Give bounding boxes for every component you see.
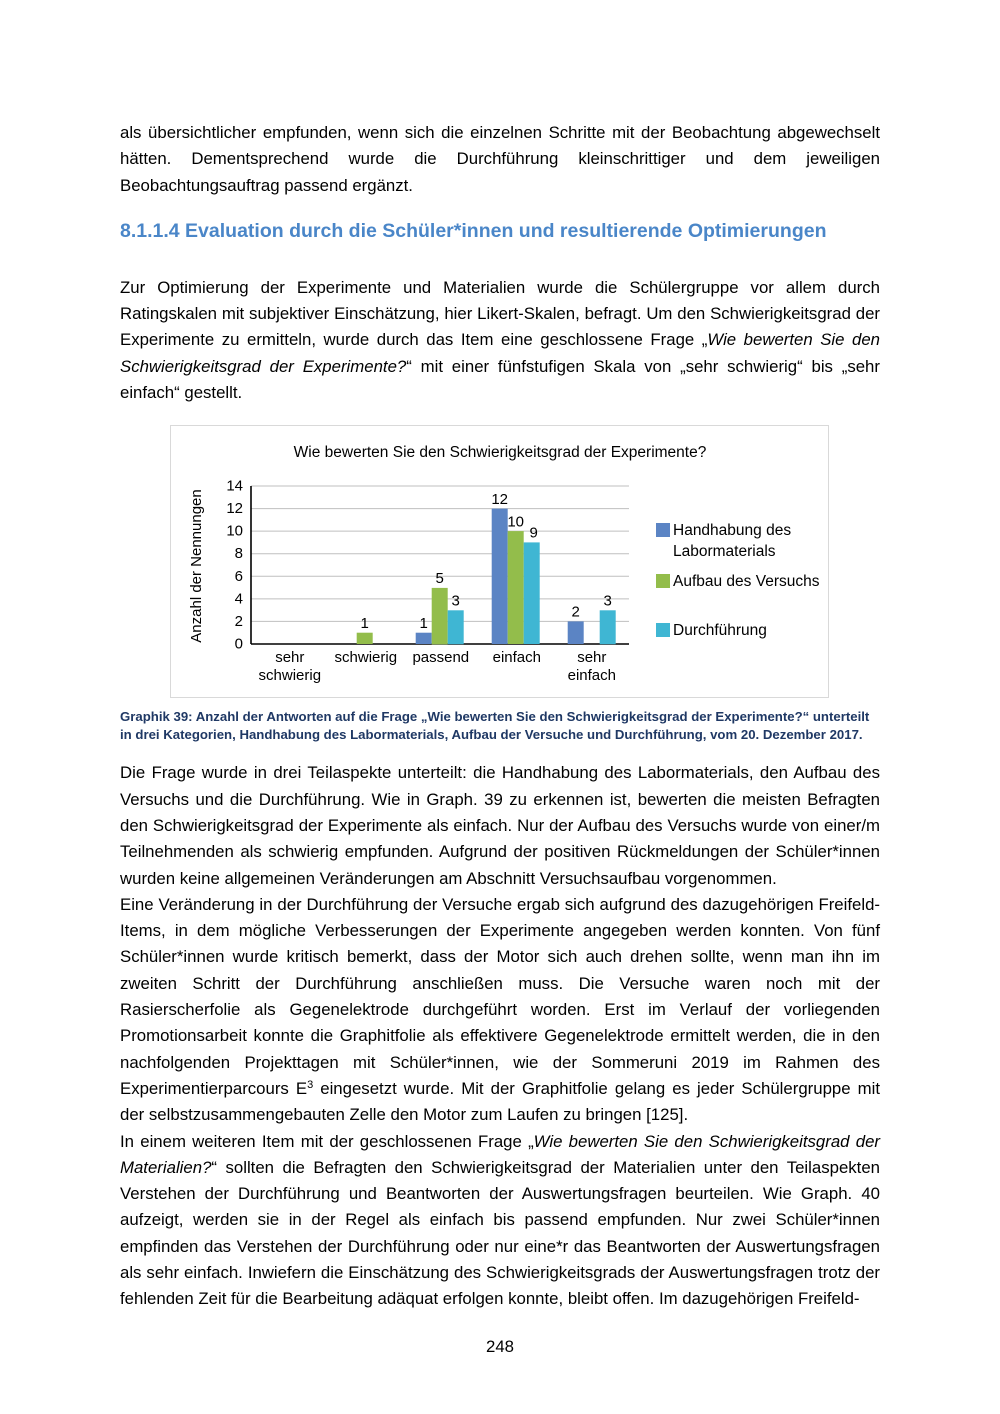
svg-text:8: 8 (235, 546, 243, 563)
svg-text:12: 12 (226, 500, 243, 517)
svg-text:Wie bewerten Sie den Schwierig: Wie bewerten Sie den Schwierigkeitsgrad … (294, 444, 707, 461)
svg-text:6: 6 (235, 568, 243, 585)
svg-text:14: 14 (226, 478, 243, 495)
svg-text:Handhabung des: Handhabung des (673, 522, 791, 539)
svg-text:0: 0 (235, 636, 243, 653)
svg-text:5: 5 (436, 570, 444, 587)
svg-text:3: 3 (452, 593, 460, 610)
svg-text:12: 12 (491, 491, 508, 508)
svg-text:schwierig: schwierig (335, 649, 398, 666)
svg-text:10: 10 (226, 523, 243, 540)
svg-text:sehr: sehr (275, 649, 304, 666)
svg-text:1: 1 (361, 615, 369, 632)
svg-text:sehr: sehr (577, 649, 606, 666)
svg-text:10: 10 (507, 514, 524, 531)
svg-text:4: 4 (235, 591, 243, 608)
svg-text:schwierig: schwierig (259, 667, 322, 684)
svg-text:2: 2 (572, 604, 580, 621)
svg-text:passend: passend (412, 649, 469, 666)
svg-text:3: 3 (604, 593, 612, 610)
svg-text:Labormaterials: Labormaterials (673, 543, 776, 560)
svg-text:einfach: einfach (568, 667, 616, 684)
svg-text:1: 1 (420, 615, 428, 632)
svg-text:9: 9 (530, 525, 538, 542)
svg-text:Anzahl der Nennungen: Anzahl der Nennungen (188, 490, 205, 643)
svg-text:Durchführung: Durchführung (673, 622, 767, 639)
svg-text:einfach: einfach (493, 649, 541, 666)
svg-text:2: 2 (235, 613, 243, 630)
svg-text:Aufbau des Versuchs: Aufbau des Versuchs (673, 573, 820, 590)
